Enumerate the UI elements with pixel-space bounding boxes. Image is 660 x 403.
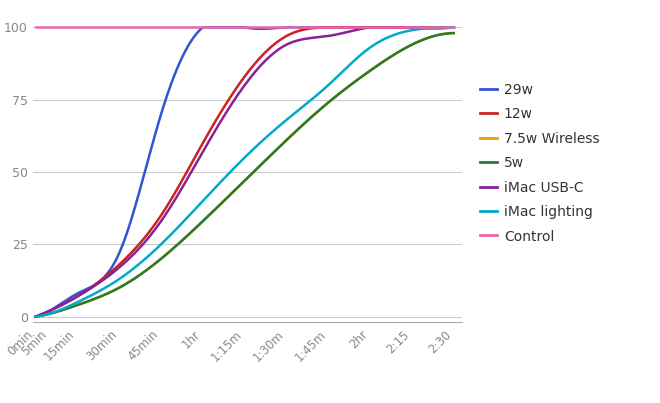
29w [33,314,41,319]
29w [412,25,420,30]
Control [408,25,416,30]
Control [241,25,249,30]
Line: 5w: 5w [36,33,453,317]
12w [449,25,457,30]
5w [288,133,296,138]
Control [46,25,53,30]
12w [412,25,420,30]
iMac USB-C [288,40,296,45]
iMac USB-C [367,25,375,30]
12w [33,314,41,318]
iMac lighting [384,35,392,40]
Control [449,25,457,30]
29w [199,25,207,30]
Control [157,25,165,30]
5w [384,56,392,61]
7.5w Wireless [449,31,457,35]
29w [280,25,288,30]
iMac USB-C [385,25,393,30]
iMac USB-C [412,25,420,30]
Control [73,25,81,30]
5w [33,314,41,319]
Legend: 29w, 12w, 7.5w Wireless, 5w, iMac USB-C, iMac lighting, Control: 29w, 12w, 7.5w Wireless, 5w, iMac USB-C,… [473,76,607,251]
5w [449,31,457,35]
Line: 7.5w Wireless: 7.5w Wireless [36,33,453,317]
7.5w Wireless [411,41,418,46]
iMac lighting [33,314,41,319]
Line: iMac lighting: iMac lighting [36,27,453,317]
29w [32,314,40,319]
Control [32,25,40,30]
iMac lighting [32,314,40,319]
Control [366,25,374,30]
29w [449,25,457,30]
Line: 12w: 12w [36,27,453,317]
iMac USB-C [32,314,40,319]
5w [32,314,40,319]
Control [199,25,207,30]
5w [279,141,287,146]
7.5w Wireless [32,314,40,319]
12w [279,35,287,40]
iMac USB-C [449,25,457,30]
iMac lighting [279,120,287,125]
12w [32,314,40,319]
iMac lighting [449,25,457,30]
12w [288,31,296,36]
12w [385,25,393,30]
7.5w Wireless [288,133,296,138]
Control [282,25,290,30]
5w [411,41,418,46]
12w [280,35,288,39]
iMac USB-C [279,44,287,49]
7.5w Wireless [280,139,288,144]
iMac USB-C [33,314,41,318]
iMac lighting [280,119,288,124]
Control [324,25,332,30]
iMac lighting [411,27,418,32]
Line: 29w: 29w [36,27,453,317]
29w [282,25,290,30]
29w [385,25,393,30]
12w [325,25,333,30]
5w [280,139,288,144]
7.5w Wireless [279,141,287,146]
Line: iMac USB-C: iMac USB-C [36,27,453,317]
29w [289,25,297,30]
iMac USB-C [280,43,288,48]
7.5w Wireless [33,314,41,319]
7.5w Wireless [384,56,392,61]
Control [115,25,123,30]
iMac lighting [288,113,296,118]
